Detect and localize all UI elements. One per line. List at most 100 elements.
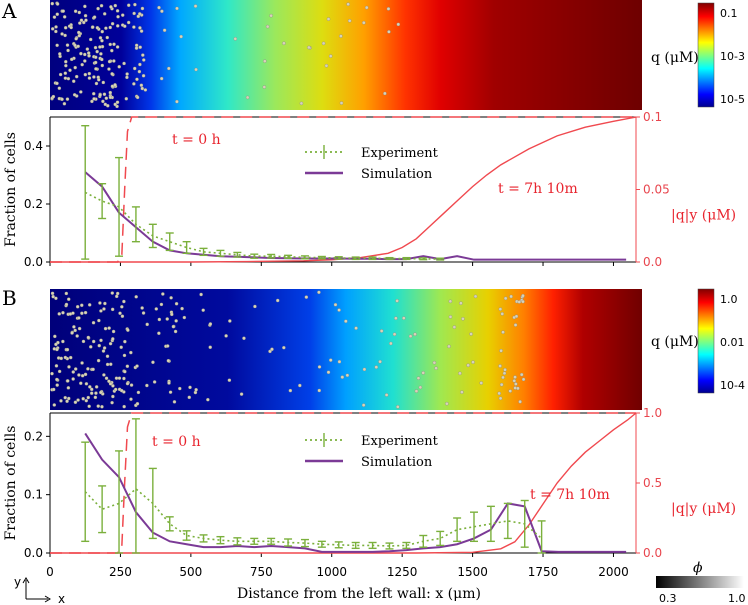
cell-dot [54, 296, 58, 301]
cell-dot [194, 387, 198, 392]
cell-dot [89, 345, 93, 349]
cell-dot [142, 58, 146, 62]
cell-dot [73, 65, 77, 70]
cell-dot [167, 381, 171, 385]
cell-dot [304, 295, 309, 299]
series-t7-line [50, 116, 637, 263]
y-tick-label: 0.2 [24, 197, 43, 211]
chart-b: 0.0 0.1 0.2 0.0 0.5 1.0 Fraction of cells |q|y … [3, 406, 736, 579]
cell-dot [513, 323, 518, 327]
cell-dot [73, 9, 78, 13]
cell-dot [143, 88, 148, 92]
cell-dot [98, 93, 102, 97]
cell-dot [395, 299, 399, 303]
cell-dot [135, 364, 139, 368]
cell-dot [154, 307, 159, 311]
cell-dot [77, 373, 81, 377]
cell-dot [317, 365, 322, 369]
cell-dot [102, 307, 106, 311]
cell-dot [99, 3, 104, 8]
cell-dot [120, 13, 125, 17]
cell-dot [110, 48, 114, 53]
x-tick-label: 750 [250, 565, 273, 579]
cell-dot [95, 49, 99, 54]
cell-dot [137, 69, 142, 74]
cell-dot [52, 15, 57, 19]
cell-dot [59, 356, 63, 361]
cell-dot [152, 380, 157, 384]
cell-dot [94, 67, 98, 71]
cell-dot [262, 85, 267, 89]
cell-dot [135, 77, 139, 82]
cell-dot [64, 291, 69, 296]
cell-dot [88, 385, 92, 389]
cell-dot [61, 9, 66, 13]
cell-dot [387, 30, 391, 34]
cell-dot [245, 95, 250, 100]
cell-dot [83, 13, 88, 18]
cell-dot [61, 311, 65, 315]
cell-dot [452, 325, 457, 329]
cell-dot [518, 399, 522, 404]
cell-dot [87, 76, 92, 80]
cell-dot [77, 10, 82, 15]
cell-dot [81, 396, 85, 401]
cells-b [50, 290, 526, 409]
cell-dot [50, 27, 55, 31]
cell-dot [55, 347, 59, 352]
cell-dot [51, 94, 56, 99]
cell-dot [59, 399, 63, 403]
cell-dot [99, 338, 103, 343]
cell-dot [74, 74, 79, 79]
series-t0-line [50, 412, 636, 554]
cell-dot [107, 326, 111, 330]
cell-dot [199, 292, 203, 297]
cell-dot [94, 391, 98, 395]
x-tick-label: 1750 [528, 565, 559, 579]
cell-dot [498, 396, 503, 401]
cell-dot [509, 294, 513, 299]
colorbar-b [697, 288, 715, 394]
cell-dot [396, 405, 400, 409]
cell-dot [126, 328, 130, 332]
cell-dot [193, 4, 198, 8]
annotation-t7: t = 7h 10m [498, 181, 578, 197]
x-tick-label: 1250 [387, 565, 418, 579]
cell-dot [65, 43, 70, 47]
cell-dot [182, 315, 187, 320]
cell-dot [104, 96, 109, 100]
cell-dot [55, 12, 60, 17]
cell-dot [83, 59, 87, 63]
cell-dot [87, 71, 92, 76]
colorbar-a [697, 2, 715, 108]
cell-dot [122, 61, 126, 66]
cell-dot [71, 377, 75, 381]
heatmap-b [50, 289, 642, 410]
cell-dot [402, 316, 406, 320]
cell-dot [516, 386, 520, 391]
y-tick-label: 0.0 [24, 255, 43, 269]
cell-dot [175, 99, 179, 104]
cell-dot [326, 17, 331, 21]
cell-dot [111, 394, 115, 399]
cell-dot [86, 367, 90, 371]
cell-dot [175, 6, 179, 11]
cell-dot [67, 396, 71, 401]
cell-dot [414, 389, 419, 393]
x-tick-label: 250 [109, 565, 132, 579]
cell-dot [282, 41, 286, 45]
cell-dot [100, 38, 104, 43]
cell-dot [165, 317, 169, 321]
cell-dot [110, 22, 115, 26]
cell-dot [94, 385, 99, 389]
cell-dot [140, 306, 144, 310]
cell-dot [112, 42, 116, 47]
cell-dot [521, 377, 526, 382]
cell-dot [100, 63, 105, 68]
cell-dot [118, 311, 122, 315]
y-tick-label: 0.1 [24, 488, 43, 502]
cell-dot [68, 68, 72, 72]
y-right-tick-label: 1.0 [643, 406, 662, 420]
cell-dot [96, 6, 100, 11]
